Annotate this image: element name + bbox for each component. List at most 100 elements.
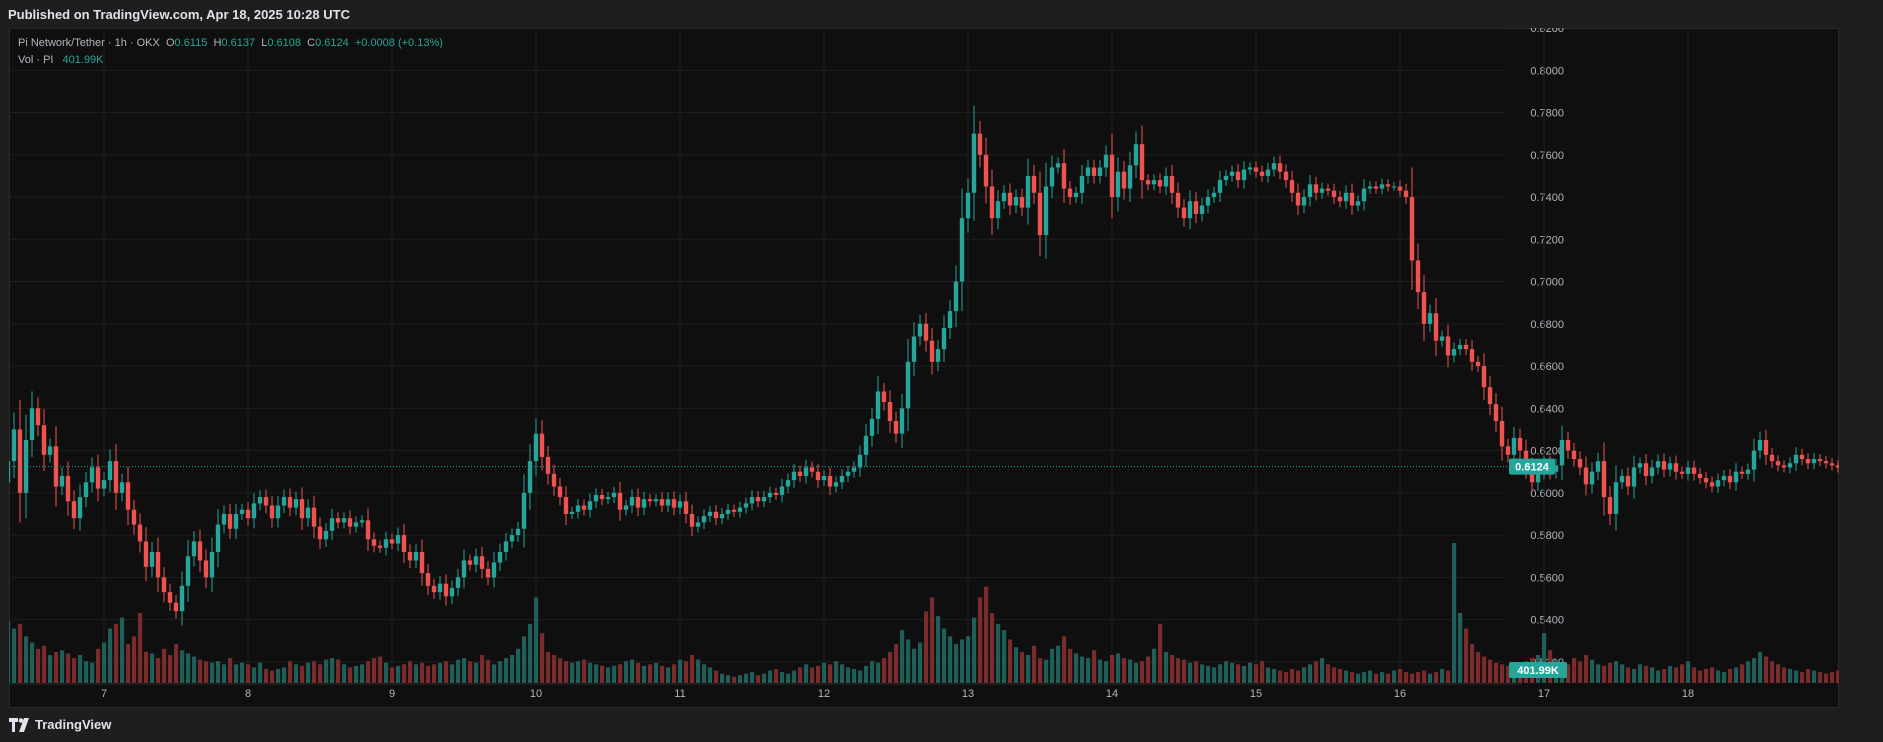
- volume-bar: [846, 667, 851, 683]
- volume-bar: [660, 665, 665, 683]
- candle-body: [1835, 465, 1839, 468]
- volume-bar: [1608, 662, 1613, 683]
- candle-body: [767, 492, 773, 498]
- candle-body: [1223, 175, 1229, 181]
- candlestick-chart[interactable]: 0.8200 0.8000 0.7800 0.7600 0.7400 0.7200 0.70…: [9, 28, 1839, 708]
- candle-body: [1061, 163, 1067, 189]
- volume-bar: [984, 586, 989, 683]
- candle-body: [209, 552, 215, 578]
- volume-bar: [924, 611, 929, 683]
- candle-body: [395, 535, 401, 544]
- volume-bar: [1458, 613, 1463, 683]
- tradingview-logo-icon: [9, 717, 29, 732]
- candle-body: [791, 471, 797, 481]
- volume-bar: [1218, 664, 1223, 683]
- candle-body: [1205, 197, 1211, 206]
- candle-body: [1313, 184, 1319, 193]
- volume-bar: [504, 658, 509, 683]
- volume-bar: [1446, 670, 1451, 683]
- candle-body: [1115, 171, 1121, 198]
- candle-body: [1013, 197, 1019, 206]
- candle-body: [251, 503, 257, 519]
- volume-bar: [1170, 655, 1175, 683]
- candle-body: [119, 482, 125, 493]
- volume-bar: [678, 659, 683, 683]
- volume-bar: [48, 655, 53, 683]
- candle-body: [1697, 473, 1703, 479]
- volume-bar: [816, 665, 821, 683]
- volume-bar: [540, 633, 545, 683]
- candle-body: [1685, 467, 1691, 474]
- volume-bar: [432, 664, 437, 683]
- candle-body: [1079, 175, 1085, 193]
- candle-body: [65, 475, 71, 502]
- volume-bar: [1122, 658, 1127, 683]
- volume-bar: [1740, 664, 1745, 683]
- candle-body: [1253, 167, 1259, 172]
- candle-body: [833, 482, 839, 487]
- volume-bar: [528, 623, 533, 683]
- volume-bar: [714, 670, 719, 683]
- volume-bar: [426, 665, 431, 683]
- volume-bar: [102, 642, 107, 683]
- volume-bar: [918, 642, 923, 683]
- volume-bar: [1206, 665, 1211, 683]
- volume-bar: [1326, 664, 1331, 683]
- volume-bar: [1332, 667, 1337, 683]
- candle-body: [1259, 171, 1265, 176]
- volume-bar: [1128, 659, 1133, 683]
- candle-body: [881, 391, 887, 402]
- candle-body: [1817, 459, 1823, 462]
- candle-body: [1691, 467, 1697, 474]
- volume-bar: [696, 659, 701, 683]
- candle-body: [707, 511, 713, 517]
- candle-body: [1553, 465, 1559, 472]
- footer-bar: [0, 708, 1883, 742]
- volume-bar: [1356, 673, 1361, 683]
- candle-body: [623, 505, 629, 510]
- candle-body: [1589, 471, 1595, 485]
- candle-body: [989, 186, 995, 219]
- candle-body: [821, 475, 827, 481]
- volume-bar: [1272, 669, 1277, 683]
- candle-body: [611, 492, 617, 498]
- candle-body: [803, 467, 809, 476]
- volume-bar: [354, 665, 359, 683]
- volume-bar: [546, 651, 551, 683]
- volume-bar: [810, 667, 815, 683]
- volume-bar: [1266, 667, 1271, 683]
- volume-bar: [1710, 667, 1715, 683]
- candle-body: [293, 499, 299, 508]
- volume-label[interactable]: Vol · PI: [18, 54, 54, 66]
- volume-bar: [906, 639, 911, 683]
- candle-body: [695, 522, 701, 527]
- volume-bar: [258, 662, 263, 683]
- volume-bar: [222, 664, 227, 683]
- y-tick-label: 0.5600: [1530, 572, 1564, 584]
- volume-bar: [468, 661, 473, 683]
- volume-bar: [630, 659, 635, 683]
- candle-body: [461, 560, 467, 578]
- symbol-label[interactable]: Pi Network/Tether · 1h · OKX: [18, 37, 160, 49]
- tradingview-logo[interactable]: TradingView: [9, 717, 111, 732]
- volume-bar: [378, 656, 383, 683]
- chart-frame[interactable]: [9, 28, 1839, 708]
- candle-body: [1655, 461, 1661, 468]
- candle-body: [1229, 171, 1235, 176]
- candle-body: [953, 281, 959, 312]
- volume-bar: [78, 655, 83, 683]
- x-tick-label: 7: [101, 688, 107, 700]
- volume-bar: [666, 667, 671, 683]
- volume-bar: [930, 597, 935, 683]
- candle-body: [671, 499, 677, 508]
- candle-body: [227, 513, 233, 529]
- volume-bar: [834, 661, 839, 683]
- volume-bar: [114, 623, 119, 683]
- volume-bar: [642, 665, 647, 683]
- volume-bar: [798, 667, 803, 683]
- candle-body: [413, 552, 419, 561]
- y-tick-label: 0.6600: [1530, 361, 1564, 373]
- candle-body: [347, 518, 353, 527]
- candle-body: [503, 541, 509, 552]
- candle-body: [569, 511, 575, 514]
